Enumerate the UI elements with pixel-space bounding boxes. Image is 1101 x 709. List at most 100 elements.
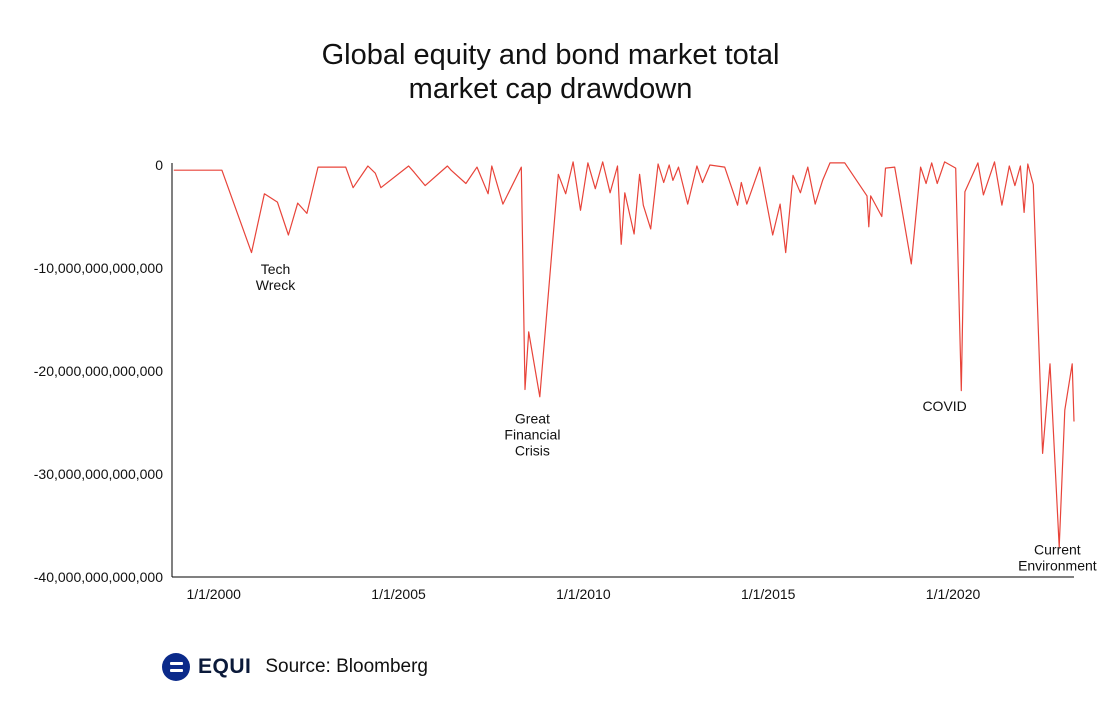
data-point — [780, 204, 781, 205]
data-point — [815, 204, 816, 205]
data-point — [1020, 165, 1021, 166]
data-point — [521, 167, 522, 168]
data-point — [885, 168, 886, 169]
data-point — [353, 187, 354, 188]
data-point — [709, 164, 710, 165]
annotation-label: Tech Wreck — [256, 261, 296, 293]
data-point — [911, 263, 912, 264]
data-point — [1073, 421, 1074, 422]
data-point — [617, 165, 618, 166]
data-point — [297, 203, 298, 204]
data-point — [528, 331, 529, 332]
data-point — [1072, 363, 1073, 364]
data-point — [173, 170, 174, 171]
data-point — [317, 167, 318, 168]
chart-title-line-2: market cap drawdown — [408, 73, 693, 105]
data-point — [221, 170, 222, 171]
data-point — [920, 167, 921, 168]
y-tick-label: -30,000,000,000,000 — [34, 466, 163, 482]
data-point — [595, 188, 596, 189]
x-tick-label: 1/1/2005 — [371, 586, 426, 602]
data-point — [367, 165, 368, 166]
data-point — [408, 165, 409, 166]
data-point — [375, 173, 376, 174]
data-point — [678, 167, 679, 168]
data-point — [634, 233, 635, 234]
data-point — [539, 396, 540, 397]
data-point — [345, 167, 346, 168]
equi-logo-icon — [162, 653, 190, 681]
data-point — [724, 167, 725, 168]
data-point — [558, 174, 559, 175]
data-point — [702, 182, 703, 183]
data-point — [476, 167, 477, 168]
data-point — [425, 185, 426, 186]
x-tick-label: 1/1/2020 — [926, 586, 981, 602]
data-point — [502, 204, 503, 205]
data-point — [650, 228, 651, 229]
y-tick-label: -40,000,000,000,000 — [34, 569, 163, 585]
data-point — [624, 192, 625, 193]
data-point — [687, 204, 688, 205]
data-point — [488, 193, 489, 194]
data-point — [288, 234, 289, 235]
data-point — [772, 234, 773, 235]
annotation-line: Wreck — [256, 277, 296, 293]
data-point — [829, 162, 830, 163]
data-point — [306, 213, 307, 214]
annotation-line: Current — [1034, 541, 1081, 557]
chart-title-line-1: Global equity and bond market total — [321, 39, 780, 71]
data-point — [1033, 184, 1034, 185]
data-point — [844, 162, 845, 163]
data-point — [994, 161, 995, 162]
y-tick-label: -20,000,000,000,000 — [34, 363, 163, 379]
data-point — [277, 202, 278, 203]
data-point — [663, 182, 664, 183]
data-point — [737, 205, 738, 206]
data-point — [491, 165, 492, 166]
data-point — [1049, 363, 1050, 364]
data-point — [1009, 165, 1010, 166]
data-point — [785, 252, 786, 253]
data-point — [1001, 205, 1002, 206]
data-point — [658, 163, 659, 164]
data-point — [759, 167, 760, 168]
data-point — [565, 193, 566, 194]
data-point — [964, 191, 965, 192]
y-tick-label: 0 — [155, 157, 163, 173]
data-point — [866, 195, 867, 196]
source-note: Source: Bloomberg — [265, 656, 428, 677]
data-point — [1027, 163, 1028, 164]
data-point — [621, 244, 622, 245]
data-point — [264, 193, 265, 194]
data-point — [580, 210, 581, 211]
data-point — [983, 194, 984, 195]
data-point — [741, 182, 742, 183]
y-tick-label: -10,000,000,000,000 — [34, 260, 163, 276]
data-point — [926, 183, 927, 184]
data-point — [1024, 212, 1025, 213]
data-point — [1014, 185, 1015, 186]
chart-title: Global equity and bond market total mark… — [0, 38, 1101, 106]
data-point — [672, 180, 673, 181]
data-point — [643, 205, 644, 206]
data-point — [573, 161, 574, 162]
footer: EQUI Source: Bloomberg — [162, 652, 428, 682]
data-point — [1064, 410, 1065, 411]
data-point — [881, 216, 882, 217]
drawdown-series-line — [173, 161, 1075, 548]
data-point — [837, 162, 838, 163]
x-tick-label: 1/1/2010 — [556, 586, 611, 602]
data-point — [800, 192, 801, 193]
data-point — [602, 161, 603, 162]
data-point — [465, 183, 466, 184]
annotation-label: Great Financial Crisis — [504, 411, 560, 459]
data-point — [955, 168, 956, 169]
data-point — [870, 195, 871, 196]
data-point — [961, 390, 962, 391]
data-point — [696, 165, 697, 166]
data-point — [524, 389, 525, 390]
data-point — [894, 167, 895, 168]
data-point — [251, 252, 252, 253]
